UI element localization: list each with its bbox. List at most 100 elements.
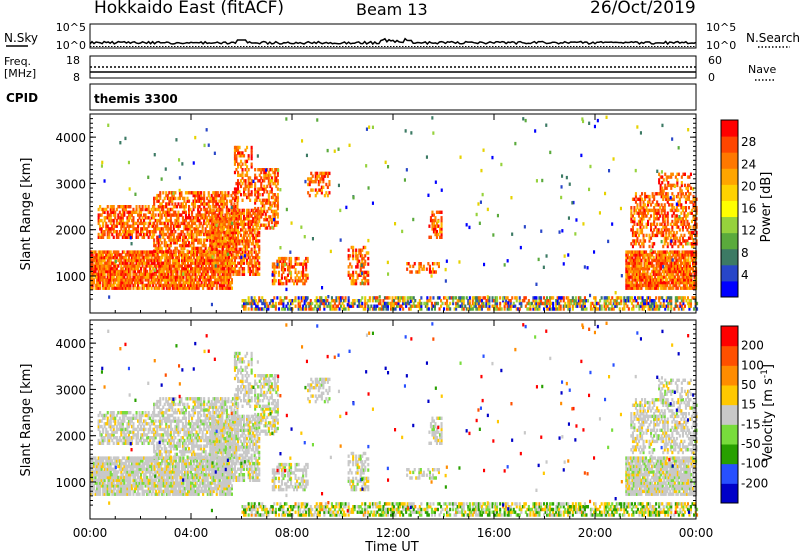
power-cell	[435, 230, 438, 234]
power-cell	[209, 224, 212, 228]
power-cell	[359, 304, 362, 308]
power-cell	[93, 267, 96, 271]
power-cell	[223, 286, 226, 290]
power-cell	[130, 264, 133, 268]
power-cell	[203, 283, 206, 288]
power-cell	[186, 216, 189, 220]
power-cell	[656, 211, 659, 215]
power-cell	[235, 269, 238, 274]
power-cell	[167, 272, 170, 276]
power-cell	[135, 261, 138, 265]
power-cell	[336, 296, 339, 300]
power-cell	[499, 296, 502, 300]
power-cell	[164, 275, 167, 279]
power-cell	[669, 264, 672, 268]
power-cell	[181, 202, 184, 206]
power-cell	[257, 195, 260, 200]
power-cell	[361, 256, 364, 261]
power-cell	[183, 258, 186, 263]
power-cell	[127, 216, 130, 220]
power-cell	[260, 215, 263, 219]
power-cell	[229, 264, 232, 268]
power-cell	[146, 272, 149, 276]
power-cell	[432, 296, 435, 300]
power-cell	[666, 200, 669, 204]
power-cell	[135, 258, 138, 263]
power-cell	[386, 301, 389, 306]
power-cell	[211, 286, 214, 290]
power-cell	[439, 227, 442, 231]
power-cell	[229, 250, 232, 254]
power-cell	[105, 280, 108, 285]
power-cell	[150, 230, 153, 234]
power-cell	[158, 278, 161, 282]
power-cell	[209, 261, 212, 265]
power-cell	[176, 272, 179, 276]
power-cell	[438, 307, 441, 311]
power-cell	[252, 236, 255, 240]
power-cell	[149, 267, 152, 271]
power-cell	[211, 247, 214, 251]
power-cell	[237, 165, 240, 169]
power-cell	[408, 296, 411, 300]
power-cell	[682, 250, 685, 254]
power-cell	[330, 299, 333, 303]
power-cell	[328, 191, 331, 195]
power-cell	[160, 232, 163, 237]
power-cell	[241, 173, 244, 177]
power-cell	[645, 194, 648, 199]
power-cell	[641, 192, 644, 196]
power-cell	[144, 275, 147, 279]
power-cell	[356, 259, 359, 263]
power-cell	[435, 210, 438, 214]
power-cell	[317, 188, 320, 192]
power-cell	[218, 236, 221, 240]
power-cell	[652, 286, 655, 290]
power-cell	[253, 301, 256, 306]
power-cell	[165, 210, 168, 214]
power-cell	[205, 280, 208, 285]
power-cell	[213, 191, 216, 195]
power-cell	[663, 239, 666, 243]
power-cell	[319, 180, 322, 184]
power-cell	[261, 179, 264, 183]
power-cell	[236, 202, 239, 206]
power-cell	[385, 296, 388, 300]
power-cell	[658, 275, 661, 279]
power-cell	[243, 239, 246, 243]
power-cell	[191, 232, 194, 237]
power-cell	[267, 307, 270, 311]
power-cell	[220, 269, 223, 274]
power-cell	[263, 209, 266, 214]
power-cell	[153, 196, 156, 201]
power-cell	[653, 214, 656, 218]
power-cell	[203, 191, 206, 195]
power-cell	[556, 301, 559, 306]
power-cell	[246, 253, 249, 257]
power-cell	[138, 261, 141, 265]
power-cell	[123, 227, 126, 231]
power-cell	[476, 299, 479, 303]
power-cell	[367, 273, 370, 277]
power-cell	[254, 212, 257, 216]
power-cell	[111, 255, 114, 260]
power-cell	[153, 272, 156, 276]
power-cell	[179, 250, 182, 254]
power-cell	[194, 253, 197, 257]
power-cell	[123, 272, 126, 276]
power-cell	[290, 276, 293, 280]
power-cell	[209, 205, 212, 209]
power-cell	[198, 232, 201, 237]
power-cell	[192, 232, 195, 237]
power-cell	[684, 283, 687, 288]
power-cell	[657, 283, 660, 288]
power-cell	[440, 232, 443, 237]
power-cell	[214, 269, 217, 274]
power-cell	[277, 259, 280, 263]
power-cell	[682, 261, 685, 265]
power-cell	[184, 227, 187, 231]
power-cell	[664, 267, 667, 271]
power-cell	[265, 307, 268, 311]
power-cell	[664, 258, 667, 263]
power-cell	[124, 253, 127, 257]
